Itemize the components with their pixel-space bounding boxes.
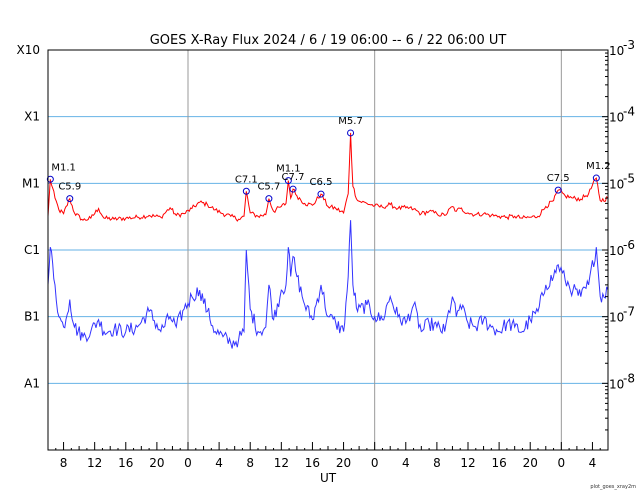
x-tick-label: 12 [87,456,102,470]
right-tick-base: 10 [609,377,624,391]
grid-layer [48,50,608,450]
flare-marker [592,174,600,182]
class-label: A1 [24,376,40,390]
class-label: C1 [24,243,40,257]
flare-marker [265,195,273,203]
x-tick-label: 0 [558,456,566,470]
class-label: B1 [24,310,40,324]
chart-title: GOES X-Ray Flux 2024 / 6 / 19 06:00 -- 6… [150,33,507,48]
credit-text: plot_goes_xray2m [590,484,636,490]
right-tick-exponent: -7 [623,305,635,319]
flare-marker [317,190,325,198]
short-channel-line [47,220,609,349]
right-tick-base: 10 [609,311,624,325]
x-tick-label: 8 [246,456,254,470]
flare-label: C5.9 [58,182,81,193]
flare-label: C7.7 [282,172,305,183]
right-tick-exponent: -4 [623,105,635,119]
x-tick-label: 16 [305,456,320,470]
x-tick-label: 12 [460,456,475,470]
flare-marker [289,185,297,193]
flare-marker [46,175,54,183]
flare-marker [347,129,355,137]
class-label: M1 [22,176,40,190]
right-tick-base: 10 [609,111,624,125]
x-tick-label: 8 [433,456,441,470]
flare-marker [242,187,250,195]
flare-label: M1.2 [586,161,611,172]
flare-marker [66,195,74,203]
x-tick-label: 4 [589,456,597,470]
right-tick-base: 10 [609,44,624,58]
flare-label: M1.1 [51,162,76,173]
class-label: X1 [24,110,40,124]
right-tick-base: 10 [609,244,624,258]
x-tick-label: 16 [118,456,133,470]
flare-layer: M1.1C5.9C7.1C5.7M1.1C7.7 C6.5M5.7C7.5M1.2 [46,116,611,203]
x-tick-label: 4 [215,456,223,470]
x-tick-label: 0 [371,456,379,470]
x-tick-label: 4 [402,456,410,470]
flare-label: C7.1 [235,174,258,185]
x-tick-label: 16 [491,456,506,470]
flare-label: C5.7 [257,182,280,193]
x-tick-label: 20 [149,456,164,470]
right-tick-base: 10 [609,177,624,191]
right-tick-exponent: -5 [623,171,635,185]
flare-label: M5.7 [338,116,363,127]
flare-label: C6.5 [310,177,333,188]
flare-label: M1.1 [276,164,301,175]
flare-label: C7.5 [547,173,570,184]
x-tick-label: 20 [523,456,538,470]
x-tick-label: 0 [184,456,192,470]
right-tick-exponent: -6 [623,238,635,252]
right-tick-exponent: -8 [623,371,635,385]
x-tick-label: 8 [60,456,68,470]
x-tick-label: 12 [274,456,289,470]
right-tick-exponent: -3 [623,38,635,52]
x-axis-label: UT [320,471,337,485]
x-tick-label: 20 [336,456,351,470]
flare-marker [554,186,562,194]
series-layer [47,132,609,349]
class-label: X10 [17,43,41,57]
long-channel-line [47,132,609,222]
flare-marker [284,177,292,185]
